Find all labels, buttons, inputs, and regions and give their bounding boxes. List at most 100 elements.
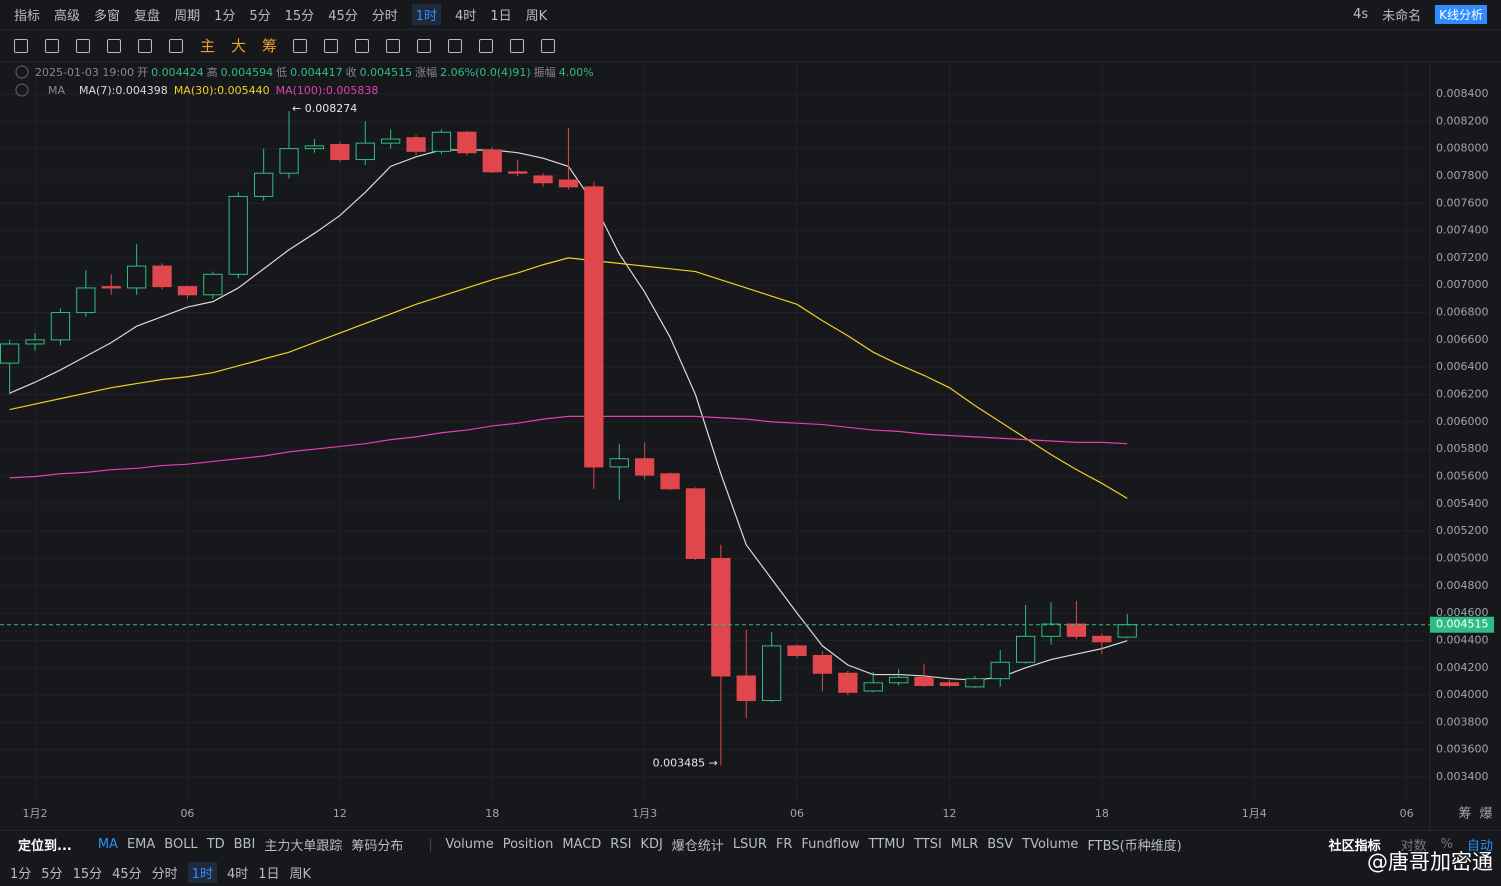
menu-button[interactable]: 多窗 bbox=[94, 9, 121, 24]
candle-body bbox=[1092, 635, 1112, 643]
candle-body bbox=[736, 675, 756, 702]
legend-entry: MA(30):0.005440 bbox=[174, 84, 270, 97]
candle-body bbox=[381, 138, 401, 144]
interval-button[interactable]: 1日 bbox=[258, 866, 280, 882]
interval-button[interactable]: 1日 bbox=[490, 9, 512, 24]
toolbar-button[interactable]: K线分析 bbox=[1435, 5, 1487, 24]
interval-button[interactable]: 5分 bbox=[249, 9, 271, 24]
sub-indicator[interactable]: TTSI bbox=[914, 837, 942, 852]
candle-body bbox=[127, 265, 147, 289]
sub-indicator[interactable]: Volume bbox=[445, 837, 494, 852]
y-tick-label: 0.006400 bbox=[1436, 360, 1489, 373]
candle-body bbox=[457, 131, 477, 154]
draw-tool-icon[interactable] bbox=[14, 38, 28, 53]
y-tick-label: 0.007400 bbox=[1436, 224, 1489, 237]
locate-button[interactable]: 定位到... bbox=[18, 839, 72, 854]
main-indicator[interactable]: BBI bbox=[233, 837, 256, 852]
candle-body bbox=[355, 142, 375, 161]
draw-tool[interactable]: 大 bbox=[231, 37, 247, 55]
interval-button[interactable]: 1分 bbox=[10, 866, 32, 882]
draw-tool-icon[interactable] bbox=[107, 38, 121, 53]
draw-tool-icon[interactable] bbox=[541, 38, 556, 53]
drawing-toolbar: 主大筹 bbox=[0, 30, 1501, 62]
draw-tool-icon[interactable] bbox=[293, 38, 308, 53]
main-indicator[interactable]: EMA bbox=[126, 837, 156, 852]
indicator-option[interactable]: 自动 bbox=[1466, 839, 1493, 854]
interval-button[interactable]: 分时 bbox=[151, 866, 178, 882]
sub-indicator[interactable]: FR bbox=[775, 837, 793, 852]
sub-indicator[interactable]: FTBS(币种维度) bbox=[1087, 839, 1182, 854]
interval-button[interactable]: 1时 bbox=[187, 861, 217, 883]
interval-button[interactable]: 1时 bbox=[411, 4, 442, 25]
draw-tool[interactable]: 主 bbox=[200, 37, 216, 55]
interval-button[interactable]: 15分 bbox=[72, 866, 103, 882]
draw-tool-icon[interactable] bbox=[386, 38, 401, 53]
candle-body bbox=[888, 676, 909, 684]
y-tick-label: 0.005000 bbox=[1436, 551, 1489, 564]
low-annotation: 0.003485 → bbox=[653, 756, 718, 769]
draw-tool-icon[interactable] bbox=[510, 38, 525, 53]
interval-button[interactable]: 周K bbox=[525, 9, 548, 24]
interval-button[interactable]: 45分 bbox=[112, 866, 142, 882]
menu-button[interactable]: 指标 bbox=[14, 9, 41, 24]
draw-tool-icon[interactable] bbox=[324, 38, 339, 53]
period-menu[interactable]: 周期 bbox=[174, 9, 201, 24]
menu-button[interactable]: 复盘 bbox=[134, 9, 161, 24]
sub-indicator[interactable]: 爆仓统计 bbox=[671, 839, 724, 854]
main-indicator[interactable]: 筹码分布 bbox=[351, 839, 404, 854]
candle-body bbox=[228, 195, 248, 275]
main-indicator[interactable]: TD bbox=[206, 837, 225, 852]
draw-tool-icon[interactable] bbox=[45, 38, 59, 53]
sub-indicator[interactable]: Fundflow bbox=[801, 837, 860, 852]
toolbar-button[interactable]: 4s bbox=[1353, 7, 1369, 22]
candle-body bbox=[25, 339, 45, 345]
main-indicator[interactable]: MA bbox=[97, 837, 118, 852]
draw-tool-icon[interactable] bbox=[138, 38, 152, 53]
draw-tool-icon[interactable] bbox=[76, 38, 90, 53]
sub-indicator[interactable]: MLR bbox=[950, 837, 979, 852]
interval-button[interactable]: 45分 bbox=[328, 9, 358, 24]
sub-indicator[interactable]: MACD bbox=[562, 837, 602, 852]
indicator-option[interactable]: 对数 bbox=[1400, 839, 1427, 854]
interval-button[interactable]: 1分 bbox=[214, 9, 236, 24]
x-tick-label: 1月2 bbox=[23, 807, 48, 820]
draw-tool-icon[interactable] bbox=[355, 38, 370, 53]
interval-button[interactable]: 周K bbox=[289, 866, 312, 882]
x-tick-label: 1月4 bbox=[1242, 807, 1267, 820]
draw-tool-icon[interactable] bbox=[169, 38, 183, 53]
candle-body bbox=[406, 137, 426, 152]
candle-body bbox=[76, 287, 96, 314]
draw-tool-icon[interactable] bbox=[479, 38, 494, 53]
y-tick-label: 0.005400 bbox=[1436, 497, 1489, 510]
draw-tool-icon[interactable] bbox=[448, 38, 463, 53]
sub-indicator[interactable]: TVolume bbox=[1022, 837, 1079, 852]
x-tick-label: 1月3 bbox=[632, 807, 657, 820]
draw-tool-icon[interactable] bbox=[417, 38, 432, 53]
interval-button[interactable]: 5分 bbox=[41, 866, 63, 882]
interval-button[interactable]: 15分 bbox=[284, 9, 315, 24]
menu-button[interactable]: 高级 bbox=[54, 9, 81, 24]
interval-button[interactable]: 4时 bbox=[455, 9, 477, 24]
interval-button[interactable]: 分时 bbox=[371, 9, 398, 24]
y-tick-label: 0.004200 bbox=[1436, 661, 1489, 674]
indicator-option[interactable]: 社区指标 bbox=[1328, 839, 1381, 854]
sub-indicator[interactable]: Position bbox=[502, 837, 554, 852]
x-tick-label: 18 bbox=[485, 807, 499, 820]
legend-entry: MA(100):0.005838 bbox=[276, 84, 379, 97]
indicator-option[interactable]: % bbox=[1440, 837, 1453, 852]
last-price-label: 0.004515 bbox=[1436, 618, 1489, 631]
sub-indicator[interactable]: RSI bbox=[610, 837, 632, 852]
y-tick-label: 0.005200 bbox=[1436, 524, 1489, 537]
candle-body bbox=[152, 265, 172, 288]
sub-indicator[interactable]: TTMU bbox=[868, 837, 906, 852]
main-indicator[interactable]: BOLL bbox=[164, 837, 198, 852]
sub-indicator[interactable]: LSUR bbox=[732, 837, 767, 852]
interval-button[interactable]: 4时 bbox=[226, 866, 249, 882]
ma-line bbox=[9, 149, 1128, 681]
draw-tool[interactable]: 筹 bbox=[262, 37, 278, 55]
sub-indicator[interactable]: BSV bbox=[987, 837, 1014, 852]
sub-indicator[interactable]: KDJ bbox=[640, 837, 663, 852]
main-indicator[interactable]: 主力大单跟踪 bbox=[264, 839, 343, 854]
toolbar-button[interactable]: 未命名 bbox=[1382, 9, 1422, 24]
